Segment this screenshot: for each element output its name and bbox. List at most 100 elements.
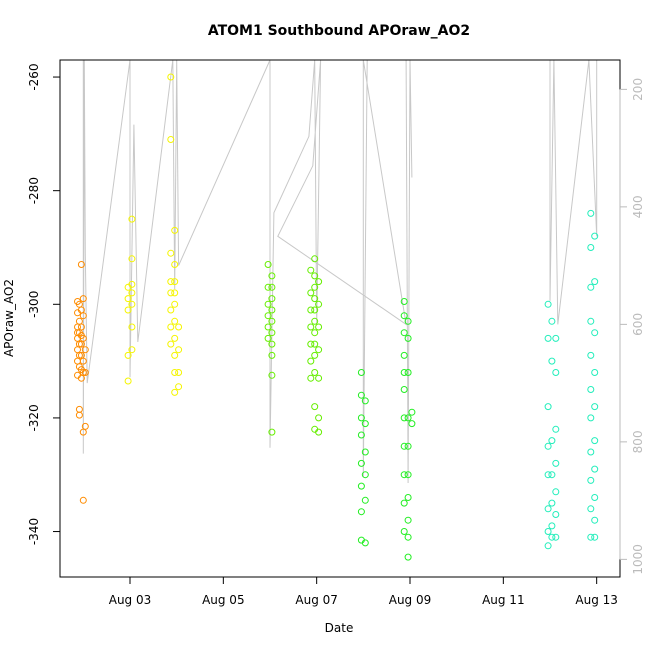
data-point	[357, 508, 365, 516]
data-point	[124, 377, 132, 385]
data-point	[311, 317, 319, 325]
data-point	[591, 494, 599, 501]
data-point	[544, 505, 552, 513]
data-point	[357, 459, 365, 467]
data-point	[591, 278, 599, 286]
data-point	[357, 482, 365, 490]
data-point	[315, 346, 323, 354]
data-point	[175, 383, 183, 391]
data-point	[167, 136, 175, 143]
data-point	[544, 403, 552, 411]
data-point	[311, 351, 319, 359]
data-point	[552, 459, 560, 467]
data-point	[361, 471, 369, 479]
data-point	[315, 323, 323, 331]
data-point	[361, 448, 369, 456]
data-point	[307, 306, 315, 314]
data-point	[307, 340, 315, 348]
data-point	[167, 289, 175, 297]
y2-axis: 200 400 600 800 1000	[619, 78, 645, 575]
data-point	[175, 346, 183, 354]
chart-title: ATOM1 Southbound APOraw_AO2	[208, 23, 470, 39]
data-point	[552, 533, 560, 541]
data-point	[400, 528, 408, 535]
data-point	[315, 300, 323, 308]
data-point	[311, 403, 319, 411]
data-point	[587, 351, 595, 359]
data-point	[268, 272, 276, 280]
data-point	[552, 511, 560, 518]
data-point	[268, 283, 276, 291]
data-point	[315, 278, 323, 286]
data-point	[167, 249, 175, 257]
data-point	[75, 411, 83, 419]
data-point	[361, 539, 369, 547]
data-point	[315, 374, 323, 382]
data-point	[167, 323, 175, 331]
data-point	[400, 414, 408, 422]
data-point	[361, 420, 369, 428]
y-axis: -260 -280 -300 -320 -340	[27, 63, 61, 545]
x-tick-label: Aug 09	[389, 593, 432, 607]
depth-trace-layer	[82, 59, 598, 484]
data-point	[264, 334, 272, 342]
data-point	[307, 374, 315, 382]
data-point	[175, 323, 183, 331]
data-point	[361, 397, 369, 405]
data-point	[587, 448, 595, 456]
data-point	[587, 505, 595, 513]
data-point	[408, 408, 416, 416]
data-point	[357, 391, 365, 399]
y-tick-label: -260	[27, 63, 41, 90]
data-point	[587, 244, 595, 251]
data-point	[587, 386, 595, 393]
data-point	[171, 351, 179, 359]
x-tick-label: Aug 07	[295, 593, 338, 607]
data-point	[311, 369, 319, 376]
data-point	[591, 403, 599, 411]
data-point	[81, 422, 89, 430]
data-point	[552, 425, 560, 433]
data-point	[311, 272, 319, 280]
y-tick-label: -340	[27, 518, 41, 545]
data-point	[548, 533, 556, 541]
data-point	[79, 357, 87, 365]
data-point	[268, 329, 276, 337]
y2-tick-label: 400	[631, 195, 645, 218]
data-point	[171, 300, 179, 308]
data-point	[74, 346, 81, 354]
data-point	[311, 255, 319, 263]
data-point	[400, 351, 408, 359]
data-point	[128, 215, 136, 223]
data-point	[307, 357, 315, 365]
y2-tick-label: 600	[631, 313, 645, 336]
data-point	[264, 312, 272, 320]
x-tick-label: Aug 05	[202, 593, 245, 607]
data-point	[544, 442, 552, 450]
data-point	[171, 334, 179, 342]
data-point	[548, 522, 556, 530]
data-point	[167, 340, 175, 348]
data-point	[400, 471, 408, 479]
data-point	[404, 494, 412, 501]
data-point	[268, 317, 276, 325]
data-point	[544, 542, 552, 550]
data-point	[552, 369, 560, 376]
data-point	[311, 340, 319, 348]
data-point	[81, 369, 89, 376]
data-point	[591, 465, 599, 473]
data-point	[307, 323, 315, 331]
data-point	[357, 369, 365, 376]
data-point	[171, 369, 179, 376]
data-point	[128, 289, 136, 297]
data-point	[591, 369, 599, 376]
data-point	[587, 317, 595, 325]
data-point	[268, 306, 276, 314]
data-point	[591, 437, 599, 445]
data-point	[548, 357, 556, 365]
x-tick-label: Aug 03	[109, 593, 152, 607]
y2-tick-label: 1000	[631, 544, 645, 575]
data-point	[77, 261, 85, 268]
plot-area	[59, 59, 621, 578]
data-point	[544, 471, 552, 479]
